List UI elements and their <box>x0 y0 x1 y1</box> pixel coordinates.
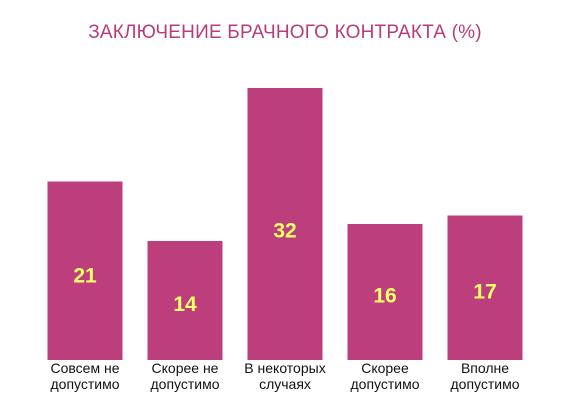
bar-value-label-4: 16 <box>373 285 396 308</box>
value-labels-group: 21 14 32 16 17 <box>73 219 496 315</box>
category-label-line: Скорее <box>361 360 409 376</box>
category-label-4: Скорее допустимо <box>350 360 419 392</box>
category-label-line: Вполне <box>461 360 509 376</box>
bars-group <box>47 88 523 360</box>
category-label-line: случаях <box>259 376 311 392</box>
category-label-1: Совсем не допустимо <box>50 360 119 392</box>
category-label-line: В некоторых <box>244 360 325 376</box>
category-label-line: допустимо <box>150 376 219 392</box>
category-label-2: Скорее не допустимо <box>150 360 219 392</box>
bar-3 <box>247 88 323 360</box>
bar-4 <box>347 224 423 360</box>
bar-value-label-3: 32 <box>273 219 296 242</box>
category-label-line: Скорее не <box>152 360 219 376</box>
category-label-line: допустимо <box>350 376 419 392</box>
bar-value-label-5: 17 <box>473 281 496 304</box>
bar-value-label-2: 14 <box>173 293 197 316</box>
category-label-3: В некоторых случаях <box>244 360 325 392</box>
chart-title: ЗАКЛЮЧЕНИЕ БРАЧНОГО КОНТРАКТА (%) <box>88 22 482 43</box>
category-label-line: допустимо <box>450 376 519 392</box>
category-label-line: допустимо <box>50 376 119 392</box>
bar-2 <box>147 241 223 360</box>
bar-value-label-1: 21 <box>73 264 97 287</box>
bar-5 <box>447 215 523 360</box>
category-label-5: Вполне допустимо <box>450 360 519 392</box>
bar-1 <box>47 181 123 360</box>
category-label-line: Совсем не <box>51 360 120 376</box>
